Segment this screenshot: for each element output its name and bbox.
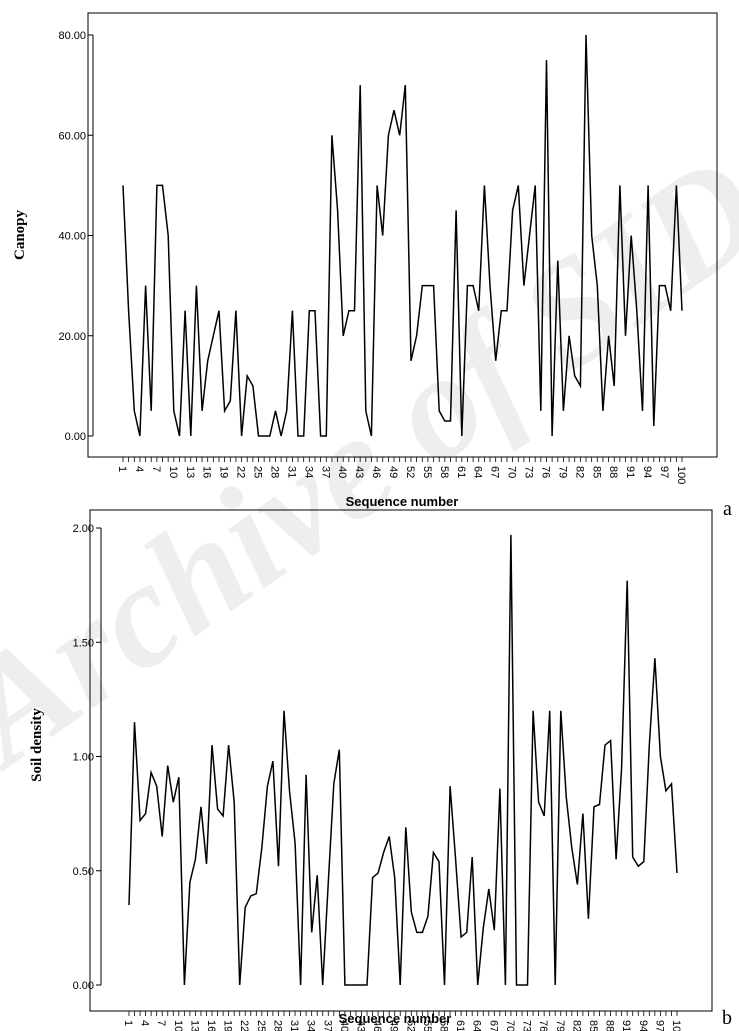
x-tick-label: 49 [387, 466, 399, 478]
canopy-chart: 0.00 20.00 40.00 60.00 80.00 1 4 7 10 13 16 19 22 25… [12, 12, 718, 509]
x-tick-label: 61 [455, 466, 467, 478]
x-tick-label: 37 [319, 466, 331, 478]
x-tick-label: 85 [590, 466, 602, 478]
panel-label-b: b [722, 1007, 732, 1029]
y-tick-label: 0.00 [73, 980, 94, 992]
x-tick-label: 88 [607, 466, 619, 478]
x-tick-label: 43 [353, 466, 365, 478]
x-tick-label: 31 [288, 1020, 300, 1031]
x-tick-label: 16 [201, 466, 213, 478]
x-tick-label: 28 [271, 1020, 283, 1031]
x-tick-label: 46 [370, 466, 382, 478]
x-tick-label: 16 [205, 1020, 217, 1031]
series-line [128, 534, 678, 986]
y-tick-label: 2.00 [73, 523, 94, 535]
x-tick-label: 7 [155, 1020, 167, 1026]
x-tick-label: 4 [139, 1020, 151, 1026]
x-tick-label: 13 [184, 466, 196, 478]
soil-density-y-axis-label: Soil density [29, 708, 45, 782]
x-tick-label: 94 [637, 1020, 649, 1031]
x-tick-label: 76 [537, 1020, 549, 1031]
x-tick-label: 55 [421, 466, 433, 478]
x-tick-label: 70 [506, 466, 518, 478]
y-tick-label: 1.00 [73, 752, 94, 764]
x-tick-label: 43 [354, 1020, 366, 1031]
panel-label-a: a [723, 498, 732, 520]
y-tick-label: 1.50 [73, 637, 94, 649]
y-tick-label: 80.00 [58, 30, 86, 42]
x-tick-label: 22 [235, 466, 247, 478]
x-tick-label: 58 [438, 466, 450, 478]
x-tick-label: 73 [521, 1020, 533, 1031]
x-tick-label: 91 [624, 466, 636, 478]
x-tick-label: 79 [556, 466, 568, 478]
y-tick-label: 20.00 [58, 331, 86, 343]
x-tick-label: 67 [487, 1020, 499, 1031]
x-tick-label: 25 [255, 1020, 267, 1031]
x-tick-label: 82 [573, 466, 585, 478]
x-tick-label: 64 [471, 1020, 483, 1031]
canopy-x-axis: 1 4 7 10 13 16 19 22 25 28 31 34 37 40 43 46 49 52 55 58 61 6… [116, 456, 687, 484]
canopy-y-axis: 0.00 20.00 40.00 60.00 80.00 [58, 30, 94, 443]
x-tick-label: 55 [421, 1020, 433, 1031]
x-tick-label: 34 [302, 466, 314, 478]
x-tick-label: 52 [404, 466, 416, 478]
x-tick-label: 85 [587, 1020, 599, 1031]
x-tick-label: 52 [404, 1020, 416, 1031]
x-tick-label: 46 [371, 1020, 383, 1031]
x-tick-label: 28 [268, 466, 280, 478]
x-tick-label: 4 [133, 466, 145, 472]
x-tick-label: 49 [388, 1020, 400, 1031]
canopy-x-axis-label: Sequence number [346, 494, 459, 509]
x-tick-label: 13 [188, 1020, 200, 1031]
x-tick-label: 82 [570, 1020, 582, 1031]
x-tick-label: 19 [222, 1020, 234, 1031]
x-tick-label: 58 [438, 1020, 450, 1031]
soil-density-x-axis: 1 4 7 10 13 16 19 22 25 28 31 34 37 40 43 46 49 52 55 58 61 6… [122, 1010, 682, 1031]
y-tick-label: 60.00 [58, 130, 86, 142]
x-tick-label: 100 [675, 466, 687, 484]
series-line [122, 34, 683, 437]
x-tick-label: 31 [285, 466, 297, 478]
x-tick-label: 100 [670, 1020, 682, 1031]
soil-density-x-axis-label: Sequence number [339, 1011, 452, 1026]
x-tick-label: 70 [504, 1020, 516, 1031]
x-tick-label: 79 [554, 1020, 566, 1031]
y-tick-label: 40.00 [58, 231, 86, 243]
x-tick-label: 73 [523, 466, 535, 478]
soil-density-chart: 0.00 0.50 1.00 1.50 2.00 1 4 7 10 13 16 19 22 25 28 31… [29, 509, 713, 1031]
x-tick-label: 61 [454, 1020, 466, 1031]
y-tick-label: 0.00 [65, 431, 86, 443]
soil-density-y-axis: 0.00 0.50 1.00 1.50 2.00 [73, 523, 102, 992]
x-tick-label: 1 [116, 466, 128, 472]
x-tick-label: 76 [539, 466, 551, 478]
y-tick-label: 0.50 [73, 866, 94, 878]
x-tick-label: 40 [338, 1020, 350, 1031]
x-tick-label: 97 [658, 466, 670, 478]
x-tick-label: 88 [604, 1020, 616, 1031]
x-tick-label: 34 [305, 1020, 317, 1031]
x-tick-label: 94 [641, 466, 653, 478]
x-tick-label: 22 [238, 1020, 250, 1031]
soil-density-series [128, 534, 678, 986]
x-tick-label: 25 [252, 466, 264, 478]
x-tick-label: 67 [489, 466, 501, 478]
canopy-series [122, 34, 683, 437]
x-tick-label: 10 [172, 1020, 184, 1031]
x-tick-label: 7 [150, 466, 162, 472]
x-tick-label: 40 [336, 466, 348, 478]
x-tick-label: 37 [321, 1020, 333, 1031]
x-tick-label: 91 [620, 1020, 632, 1031]
canopy-y-axis-label: Canopy [12, 209, 28, 260]
x-tick-label: 19 [218, 466, 230, 478]
x-tick-label: 97 [653, 1020, 665, 1031]
canopy-plot-frame [87, 12, 718, 458]
x-tick-label: 1 [122, 1020, 134, 1026]
x-tick-label: 10 [167, 466, 179, 478]
x-tick-label: 64 [472, 466, 484, 478]
